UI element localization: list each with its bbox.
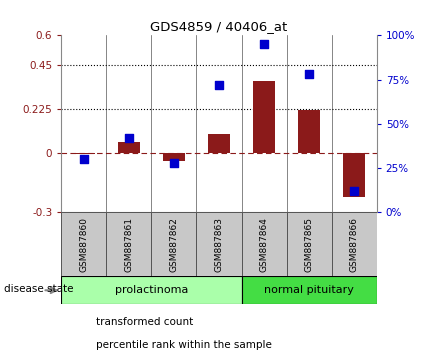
Text: GSM887860: GSM887860 bbox=[79, 217, 88, 273]
Bar bbox=[241, 276, 377, 304]
Point bbox=[351, 188, 358, 194]
Text: GSM887864: GSM887864 bbox=[260, 217, 268, 272]
Text: GSM887862: GSM887862 bbox=[170, 217, 178, 272]
Bar bbox=[286, 212, 332, 276]
Bar bbox=[253, 81, 276, 153]
Point bbox=[306, 72, 313, 77]
Point bbox=[125, 135, 132, 141]
Point bbox=[170, 160, 177, 166]
Bar bbox=[197, 212, 241, 276]
Bar bbox=[332, 212, 377, 276]
Bar bbox=[152, 212, 197, 276]
Bar bbox=[73, 153, 95, 154]
Text: GSM887863: GSM887863 bbox=[215, 217, 223, 273]
Bar bbox=[208, 134, 230, 153]
Point bbox=[215, 82, 223, 88]
Text: GSM887861: GSM887861 bbox=[124, 217, 134, 273]
Bar bbox=[241, 212, 286, 276]
Bar bbox=[106, 212, 152, 276]
Bar bbox=[298, 110, 320, 153]
Point bbox=[80, 156, 87, 162]
Bar bbox=[118, 142, 140, 153]
Bar bbox=[343, 153, 365, 197]
Text: prolactinoma: prolactinoma bbox=[115, 285, 188, 295]
Title: GDS4859 / 40406_at: GDS4859 / 40406_at bbox=[150, 20, 288, 33]
Text: GSM887865: GSM887865 bbox=[304, 217, 314, 273]
Text: percentile rank within the sample: percentile rank within the sample bbox=[96, 340, 272, 350]
Text: transformed count: transformed count bbox=[96, 317, 194, 327]
Bar bbox=[61, 212, 106, 276]
Bar bbox=[61, 276, 241, 304]
Text: GSM887866: GSM887866 bbox=[350, 217, 359, 273]
Text: normal pituitary: normal pituitary bbox=[264, 285, 354, 295]
Bar bbox=[162, 153, 185, 161]
Text: disease state: disease state bbox=[4, 284, 74, 293]
Point bbox=[261, 41, 268, 47]
